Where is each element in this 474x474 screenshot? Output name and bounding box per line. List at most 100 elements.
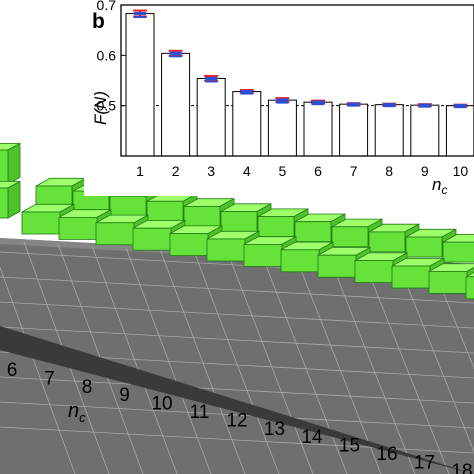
bar-3d-edge: [0, 142, 21, 185]
bar: [125, 13, 155, 157]
bar-front-face: [206, 238, 246, 262]
floor-grid-line: [0, 276, 474, 304]
x-tick-label-3d: 17: [414, 452, 435, 473]
bar: [303, 101, 333, 157]
panel-b-inset-bar-chart: b F(N) 0.5 0.6 0.7 1 2 3 4 5 6 7 8 9 10 nc: [84, 0, 474, 197]
bar: [339, 103, 369, 157]
bar: [374, 104, 404, 157]
x-tick-label-3d: 13: [264, 419, 285, 440]
bar-front-face: [220, 211, 258, 232]
bars: [125, 13, 474, 157]
x-tick-label-3d: 12: [226, 410, 247, 431]
floor-grid-line: [363, 260, 450, 474]
bar-front-face: [109, 195, 147, 217]
bar-3d-front: [21, 203, 75, 235]
bar-front-face: [35, 185, 73, 207]
y-tick-label: 0.6: [97, 47, 117, 63]
x-tick-label: 2: [172, 163, 180, 179]
floor-grid-line: [397, 262, 474, 453]
floor-grid-line: [329, 258, 416, 474]
bar-front-face: [0, 149, 9, 185]
chart-floor: [0, 238, 474, 474]
error-bars: [133, 9, 468, 109]
bar-front-face: [146, 200, 184, 222]
bar-front-face: [331, 226, 369, 248]
bar-front-face: [428, 270, 468, 294]
x-tick-label: 1: [136, 163, 144, 179]
bar: [445, 105, 474, 157]
x-tick-label: 3: [207, 163, 215, 179]
bar-front-face: [405, 236, 443, 258]
x-tick-label-3d: 6: [7, 360, 18, 381]
floor-grid-line: [0, 426, 474, 454]
bar-front-face: [243, 243, 283, 267]
floor-grid-line: [0, 326, 474, 354]
x-tick-labels-3d: 6 7 8 9 10 11 12 13 14 15 16 17 18: [7, 360, 473, 474]
bar-side-face: [7, 142, 21, 185]
floor-front-edge: [0, 326, 474, 474]
plot-frame: [120, 4, 474, 157]
panel-label-b: b: [92, 10, 105, 33]
bar-front-face: [21, 211, 61, 235]
bar-front-face: [317, 254, 357, 278]
bar: [410, 104, 440, 157]
x-tick-label-3d: 8: [82, 377, 93, 398]
bar-front-face: [280, 249, 320, 273]
y-tick-label: 0.7: [97, 0, 117, 13]
bar: [161, 52, 191, 157]
floor-grid-line: [261, 255, 348, 474]
floor-grid-line: [295, 256, 382, 474]
bar-front-face: [58, 216, 98, 240]
bar-3d-back: [442, 233, 474, 263]
x-tick-label: 5: [279, 163, 287, 179]
x-tick-label: 6: [314, 163, 322, 179]
x-tick-label-3d: 11: [190, 402, 210, 423]
bar-front-face: [132, 227, 172, 251]
x-tick-label: 9: [421, 163, 429, 179]
x-tick-label-3d: 7: [44, 368, 55, 389]
x-tick-label-3d: 9: [119, 385, 130, 406]
x-axis-label: nc: [432, 175, 447, 197]
bars-3d: [0, 142, 474, 300]
bar-front-face: [465, 276, 474, 300]
x-tick-label-3d: 16: [376, 444, 397, 465]
bar: [267, 99, 297, 157]
floor-grid-line: [431, 264, 474, 370]
bar-front-face: [0, 187, 9, 219]
y-axis-label: F(N): [91, 91, 110, 125]
floor-grid-line: [125, 247, 212, 474]
bar-3d-edge: [0, 180, 21, 219]
x-tick-label: 7: [350, 163, 358, 179]
x-axis-label-3d: nc: [68, 400, 86, 425]
bar-top-face: [465, 271, 474, 278]
x-tick-label: 4: [243, 163, 251, 179]
floor-grid-line: [0, 376, 474, 404]
bar: [196, 77, 226, 157]
bar-front-face: [95, 222, 135, 246]
floor-plane: [0, 238, 474, 474]
x-tick-label: 10: [453, 163, 469, 179]
bar-front-face: [183, 205, 221, 227]
x-tick-label-3d: 10: [151, 394, 172, 415]
floor-grid-line: [0, 401, 474, 429]
bar-front-face: [169, 233, 209, 257]
bar-front-face: [294, 221, 332, 243]
floor-grid-line: [0, 301, 474, 329]
y-tick-label: 0.5: [97, 98, 117, 114]
bar-3d-back: [220, 203, 272, 233]
x-tick-label-3d: 14: [301, 427, 323, 448]
bar-3d-front: [465, 271, 474, 300]
panel-a-3d-bar-chart: 6 7 8 9 10 11 12 13 14 15 16 17 18 nc: [0, 142, 474, 474]
x-tick-labels: 1 2 3 4 5 6 7 8 9 10: [136, 163, 468, 179]
y-tick-labels: 0.5 0.6 0.7: [97, 0, 126, 114]
x-tick-label: 8: [385, 163, 393, 179]
bar-front-face: [391, 265, 431, 289]
x-tick-label-3d: 18: [451, 461, 472, 474]
bar-front-face: [354, 260, 394, 284]
bar-front-face: [442, 241, 474, 263]
bar: [232, 91, 262, 157]
bar-front-face: [368, 231, 406, 253]
x-tick-label-3d: 15: [339, 436, 360, 457]
bar-side-face: [7, 180, 21, 219]
